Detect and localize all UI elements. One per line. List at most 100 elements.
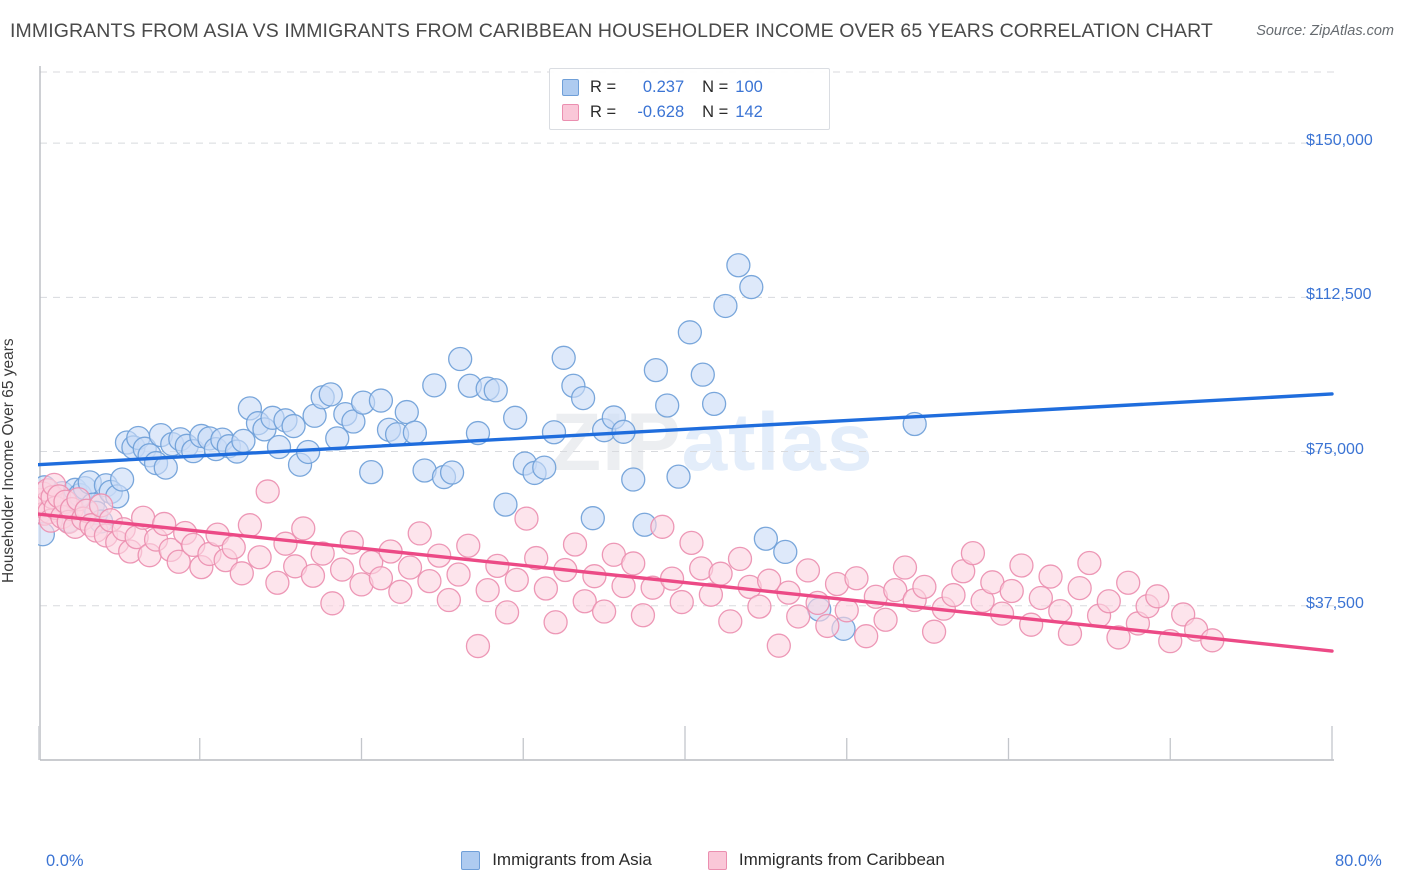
data-point [912, 574, 937, 600]
data-point [402, 420, 428, 445]
data-point [1116, 570, 1141, 595]
stats-row-caribbean: R = -0.628 N = 142 [562, 100, 829, 125]
data-point [726, 253, 751, 278]
data-point [795, 558, 821, 583]
data-point [582, 564, 607, 589]
data-point [543, 610, 568, 635]
data-point [999, 578, 1024, 604]
legend-swatch-asia [461, 850, 481, 870]
data-point [532, 455, 557, 480]
data-point [109, 467, 135, 492]
legend-item-caribbean[interactable]: Immigrants from Caribbean [707, 850, 945, 870]
data-point [394, 399, 419, 425]
data-point [773, 539, 798, 565]
data-point [465, 633, 491, 659]
data-point [677, 320, 703, 345]
stats-r-value-caribbean: -0.628 [637, 103, 685, 121]
data-point [655, 393, 680, 418]
stats-r-label-asia: R = [590, 78, 617, 96]
data-point [320, 591, 345, 616]
data-point [436, 587, 461, 613]
scatter-plot [38, 66, 1334, 826]
data-point [739, 274, 764, 300]
data-point [281, 413, 306, 439]
data-point [514, 506, 539, 531]
data-point [493, 492, 518, 517]
data-point [300, 563, 326, 588]
data-point [291, 516, 316, 541]
stats-row-asia: R = 0.237 N = 100 [562, 75, 829, 100]
data-point [786, 604, 811, 629]
data-point [503, 405, 528, 430]
legend-item-asia[interactable]: Immigrants from Asia [461, 850, 652, 870]
data-point [921, 619, 947, 644]
data-point [815, 613, 840, 639]
data-point [621, 551, 646, 576]
data-point [341, 409, 366, 434]
data-point [237, 513, 263, 538]
data-point [329, 557, 355, 582]
stats-r-label-caribbean: R = [590, 103, 617, 121]
data-point [1145, 584, 1170, 609]
data-point [397, 555, 423, 580]
data-point [221, 535, 246, 560]
x-axis-max-label: 80.0% [1335, 852, 1382, 870]
data-point [229, 561, 254, 586]
data-point [572, 589, 597, 614]
y-axis-tick-label: $112,500 [1306, 286, 1372, 304]
data-point [1038, 564, 1063, 589]
data-point [834, 598, 859, 623]
data-point [570, 385, 596, 411]
data-point [698, 582, 724, 607]
data-point [941, 582, 966, 608]
data-point [630, 603, 656, 628]
data-point [1028, 585, 1053, 611]
stats-n-label-asia: N = [702, 78, 729, 96]
data-point [339, 530, 364, 555]
data-point [701, 391, 727, 416]
data-point [368, 388, 394, 413]
data-point [873, 607, 898, 632]
data-point [456, 533, 481, 558]
plot-canvas [38, 66, 1334, 761]
legend-label-caribbean: Immigrants from Caribbean [738, 850, 945, 869]
data-point [1048, 598, 1073, 624]
data-point [273, 531, 298, 556]
data-point [747, 594, 772, 619]
x-axis-min-label: 0.0% [46, 852, 84, 870]
data-point [152, 511, 177, 537]
data-point [892, 555, 918, 580]
data-point [643, 357, 669, 383]
series-points-immigrants-from-caribbean [38, 472, 1225, 659]
page-title: IMMIGRANTS FROM ASIA VS IMMIGRANTS FROM … [10, 20, 1213, 42]
stats-swatch-asia [562, 79, 579, 96]
y-axis-tick-label: $150,000 [1306, 132, 1373, 150]
y-axis-label: Householder Income Over 65 years [0, 338, 17, 584]
stats-n-value-asia: 100 [735, 78, 763, 96]
data-point [666, 464, 691, 489]
data-point [883, 577, 908, 603]
data-point [541, 420, 567, 445]
stats-swatch-caribbean [562, 104, 579, 121]
data-point [422, 373, 447, 398]
chart-legend: Immigrants from Asia Immigrants from Car… [0, 850, 1406, 870]
data-point [166, 549, 191, 574]
data-point [417, 568, 442, 594]
data-point [318, 382, 343, 407]
data-point [591, 599, 617, 624]
data-point [562, 532, 588, 557]
data-point [690, 362, 715, 387]
data-point [718, 609, 743, 634]
stats-n-label-caribbean: N = [702, 103, 729, 121]
data-point [854, 624, 879, 649]
data-point [359, 459, 384, 485]
data-point [448, 346, 473, 372]
data-point [713, 293, 738, 319]
data-point [368, 566, 394, 591]
data-point [504, 567, 529, 593]
source-label: Source: ZipAtlas.com [1256, 23, 1394, 39]
y-axis-tick-label: $37,500 [1306, 594, 1364, 612]
legend-swatch-caribbean [707, 850, 727, 870]
stats-n-value-caribbean: 142 [735, 103, 763, 121]
data-point [650, 514, 675, 539]
